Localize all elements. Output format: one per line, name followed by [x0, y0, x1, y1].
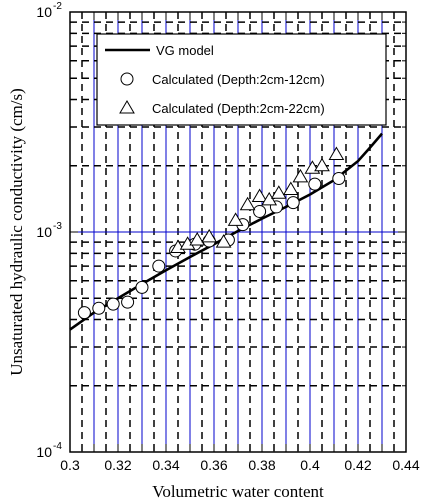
data-point-circle — [253, 204, 267, 218]
data-point-triangle — [261, 191, 278, 206]
data-point-circle — [152, 259, 166, 273]
x-tick-label: 0.44 — [392, 457, 419, 473]
data-point-circle — [135, 280, 149, 294]
y-tick-exponent: -3 — [53, 221, 62, 232]
x-tick-label: 0.42 — [344, 457, 371, 473]
data-point-triangle — [328, 146, 345, 161]
y-tick-exponent: -2 — [53, 1, 62, 12]
data-point-circle — [332, 172, 346, 186]
data-point-triangle — [201, 228, 218, 243]
data-point-circle — [286, 196, 300, 210]
x-tick-label: 0.4 — [300, 457, 320, 473]
data-point-triangle — [314, 157, 330, 172]
y-tick-label: 10 — [36, 224, 52, 240]
data-point-triangle — [239, 196, 256, 211]
x-tick-label: 0.32 — [104, 457, 131, 473]
y-tick-label: 10 — [36, 4, 52, 20]
data-point-circle — [92, 301, 106, 315]
x-tick-label: 0.3 — [60, 457, 80, 473]
legend-triangle-swatch — [119, 100, 135, 114]
y-axis-title: Unsaturated hydraulic conductivity (cm/s… — [7, 88, 26, 376]
legend-label: Calculated (Depth:2cm-12cm) — [152, 72, 325, 87]
legend-label: Calculated (Depth:2cm-22cm) — [152, 101, 325, 116]
data-point-circle — [308, 177, 322, 191]
data-point-circle — [121, 295, 135, 309]
data-point-circle — [77, 306, 91, 320]
data-point-triangle — [189, 231, 206, 246]
data-point-circle — [106, 297, 120, 311]
series-layer — [69, 132, 383, 331]
data-point-triangle — [282, 181, 299, 196]
data-point-triangle — [215, 234, 232, 248]
tick-labels: 0.3 0.32 0.34 0.36 0.38 0.4 0.42 0.4410-410-310… — [36, 1, 419, 473]
x-tick-label: 0.34 — [152, 457, 179, 473]
x-tick-label: 0.38 — [248, 457, 275, 473]
data-point-triangle — [227, 212, 244, 226]
y-tick-label: 10 — [36, 444, 52, 460]
vg-model-line — [69, 132, 383, 331]
x-tick-label: 0.36 — [200, 457, 227, 473]
legend-label: VG model — [156, 43, 214, 58]
plot-frame — [69, 11, 407, 453]
data-point-triangle — [292, 168, 309, 183]
data-point-triangle — [270, 185, 287, 199]
legend: VG model Calculated (Depth:2cm-12cm) Calcu… — [96, 33, 387, 126]
x-axis-title: Volumetric water content — [152, 482, 324, 501]
y-tick-exponent: -4 — [53, 441, 62, 452]
data-point-triangle — [251, 188, 268, 202]
legend-circle-swatch — [120, 72, 134, 86]
